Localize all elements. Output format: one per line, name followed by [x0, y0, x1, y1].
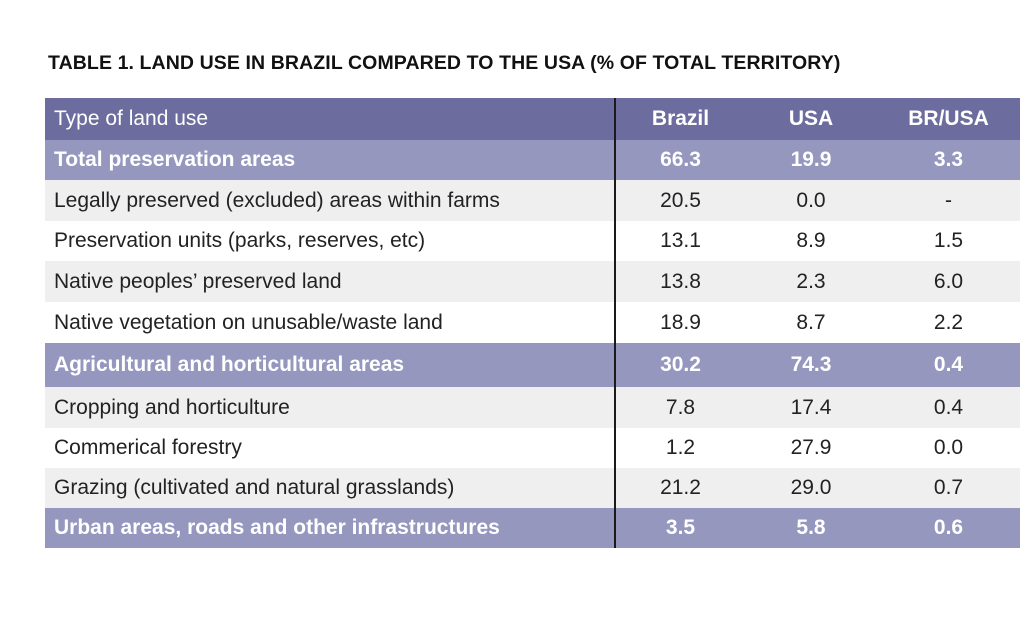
section-row: Urban areas, roads and other infrastruct… — [45, 508, 1020, 548]
land-use-cell: Total preservation areas — [54, 148, 296, 171]
usa-cell: 19.9 — [790, 148, 832, 171]
usa-cell: 2.3 — [796, 269, 826, 293]
brazil-cell: 13.1 — [614, 221, 745, 261]
brazil-cell: 1.2 — [614, 428, 745, 468]
usa-cell: 8.7 — [796, 310, 826, 334]
table-row: Native peoples’ preserved land 13.8 2.3 6.0 — [45, 261, 1020, 302]
land-use-cell: Cropping and horticulture — [54, 395, 290, 419]
br-usa-cell: 3.3 — [933, 148, 964, 171]
brazil-cell: 7.8 — [614, 387, 745, 428]
usa-cell: 5.8 — [796, 516, 826, 539]
header-usa: USA — [788, 107, 834, 130]
br-usa-cell: 2.2 — [933, 310, 964, 334]
brazil-cell: 66.3 — [614, 140, 745, 180]
brazil-cell: 21.2 — [614, 468, 745, 508]
brazil-cell: 3.5 — [614, 508, 745, 548]
header-br-usa: BR/USA — [908, 107, 989, 130]
usa-cell: 17.4 — [790, 395, 832, 419]
usa-cell: 74.3 — [790, 353, 832, 376]
usa-cell: 29.0 — [790, 476, 832, 499]
table-body: Total preservation areas 66.3 19.9 3.3 Legal… — [45, 140, 1020, 548]
land-use-cell: Grazing (cultivated and natural grasslan… — [54, 476, 455, 499]
br-usa-cell: 0.6 — [933, 516, 964, 539]
table-row: Commerical forestry 1.2 27.9 0.0 — [45, 428, 1020, 468]
table-row: Grazing (cultivated and natural grasslan… — [45, 468, 1020, 508]
usa-cell: 0.0 — [796, 188, 826, 212]
table-title: TABLE 1. LAND USE IN BRAZIL COMPARED TO … — [48, 52, 841, 74]
br-usa-cell: 1.5 — [933, 229, 964, 252]
brazil-cell: 18.9 — [614, 302, 745, 343]
section-row: Total preservation areas 66.3 19.9 3.3 — [45, 140, 1020, 180]
land-use-table: Type of land use Brazil USA BR/USA Total… — [45, 98, 1020, 548]
br-usa-cell: 0.4 — [933, 353, 964, 376]
br-usa-cell: 6.0 — [933, 269, 964, 293]
brazil-cell: 20.5 — [614, 180, 745, 221]
table-row: Legally preserved (excluded) areas withi… — [45, 180, 1020, 221]
usa-cell: 8.9 — [796, 229, 826, 252]
br-usa-cell: - — [945, 188, 952, 212]
br-usa-cell: 0.7 — [933, 476, 964, 499]
brazil-cell: 30.2 — [614, 343, 745, 387]
table-row: Cropping and horticulture 7.8 17.4 0.4 — [45, 387, 1020, 428]
br-usa-cell: 0.0 — [933, 436, 964, 459]
table-row: Preservation units (parks, reserves, etc… — [45, 221, 1020, 261]
header-brazil: Brazil — [614, 98, 745, 140]
header-land-use: Type of land use — [54, 107, 209, 130]
land-use-cell: Urban areas, roads and other infrastruct… — [54, 516, 500, 539]
land-use-cell: Native vegetation on unusable/waste land — [54, 310, 443, 334]
table-header-row: Type of land use Brazil USA BR/USA — [45, 98, 1020, 140]
land-use-cell: Commerical forestry — [54, 436, 242, 459]
section-row: Agricultural and horticultural areas 30.2… — [45, 343, 1020, 387]
land-use-cell: Native peoples’ preserved land — [54, 269, 342, 293]
br-usa-cell: 0.4 — [933, 395, 964, 419]
land-use-cell: Agricultural and horticultural areas — [54, 353, 405, 376]
land-use-cell: Preservation units (parks, reserves, etc… — [54, 229, 426, 252]
table-row: Native vegetation on unusable/waste land… — [45, 302, 1020, 343]
land-use-cell: Legally preserved (excluded) areas withi… — [54, 188, 500, 212]
brazil-cell: 13.8 — [614, 261, 745, 302]
usa-cell: 27.9 — [790, 436, 832, 459]
